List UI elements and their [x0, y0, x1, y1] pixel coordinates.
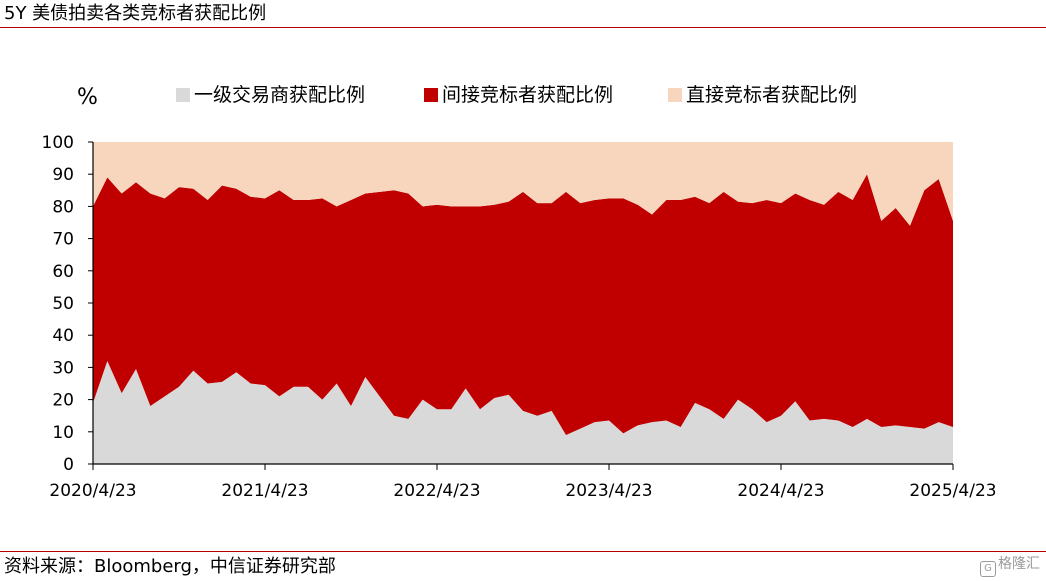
y-tick-label: 80 — [52, 197, 74, 217]
chart-title: 5Y 美债拍卖各类竞标者获配比例 — [4, 3, 267, 24]
area-series-2 — [93, 174, 953, 436]
source-divider — [0, 551, 1046, 552]
y-tick-label: 0 — [63, 455, 74, 475]
y-tick-label: 90 — [52, 165, 74, 185]
x-tick-label: 2023/4/23 — [565, 481, 652, 501]
legend-swatch-3 — [668, 88, 682, 102]
legend-swatch-1 — [176, 88, 190, 102]
watermark-logo-icon: G — [980, 561, 996, 577]
x-tick-label: 2025/4/23 — [909, 481, 996, 501]
x-tick-label: 2024/4/23 — [737, 481, 824, 501]
y-unit-label: % — [77, 85, 98, 110]
y-tick-label: 100 — [42, 133, 74, 153]
watermark-text: 格隆汇 — [998, 556, 1040, 572]
watermark: G 格隆汇 — [980, 553, 1040, 577]
title-divider — [0, 27, 1046, 28]
x-tick-label: 2021/4/23 — [221, 481, 308, 501]
y-tick-label: 60 — [52, 262, 74, 282]
y-tick-label: 30 — [52, 358, 74, 378]
area-layers — [93, 142, 953, 464]
y-tick-label: 50 — [52, 294, 74, 314]
y-tick-label: 70 — [52, 230, 74, 250]
legend-label-2: 间接竞标者获配比例 — [442, 84, 613, 106]
legend-label-1: 一级交易商获配比例 — [194, 84, 365, 106]
legend-label-3: 直接竞标者获配比例 — [686, 84, 857, 106]
axes: 0 10 20 30 40 50 60 70 80 90 100 2020/4/23 2021/4/23… — [42, 133, 997, 501]
legend: 一级交易商获配比例 间接竞标者获配比例 直接竞标者获配比例 — [176, 84, 857, 106]
y-tick-label: 20 — [52, 391, 74, 411]
x-tick-label: 2022/4/23 — [393, 481, 480, 501]
source-note: 资料来源：Bloomberg，中信证券研究部 — [4, 556, 336, 577]
area-series-3 — [93, 142, 953, 226]
y-tick-label: 10 — [52, 423, 74, 443]
x-tick-label: 2020/4/23 — [49, 481, 136, 501]
legend-swatch-2 — [424, 88, 438, 102]
y-tick-label: 40 — [52, 326, 74, 346]
